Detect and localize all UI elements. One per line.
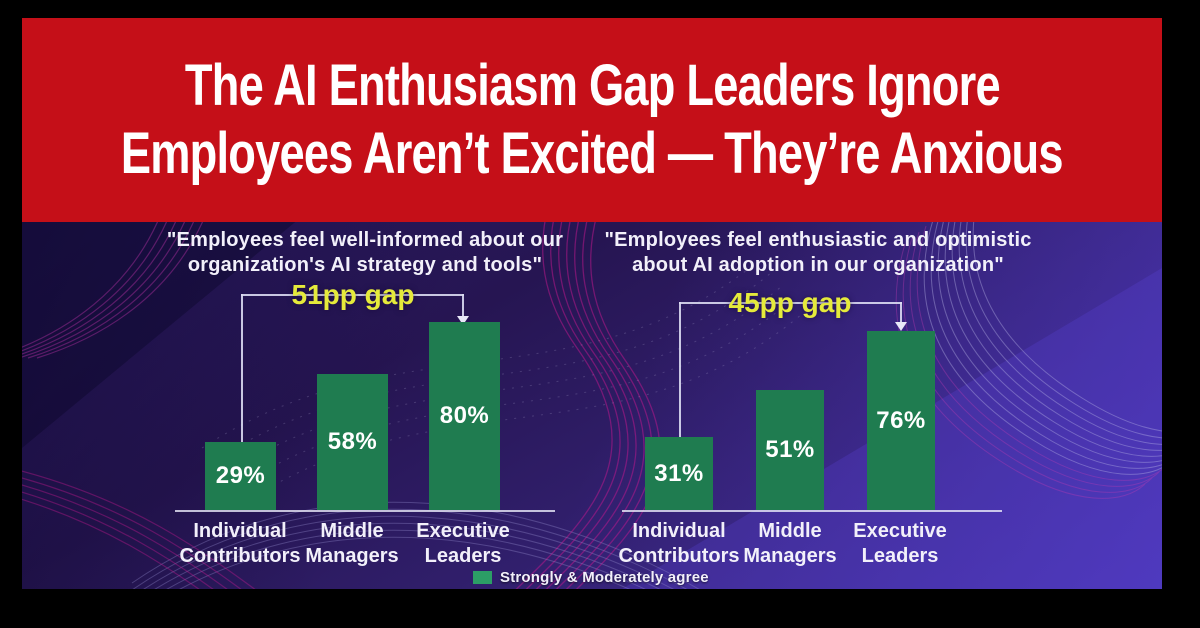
right-gap-arrow-icon [895, 322, 907, 331]
category-line: Individual [632, 520, 726, 542]
left-chart-baseline [175, 510, 555, 512]
right-chart-title: "Employees feel enthusiastic and optimis… [588, 228, 1048, 278]
left-category-individual-contributors: Individual Contributors [165, 519, 315, 569]
category-line: Middle [320, 520, 384, 542]
bar: 29% [205, 442, 276, 510]
right-bar-chart: 31% 51% 76% [645, 331, 935, 510]
category-line: Leaders [424, 545, 502, 567]
headline-banner: The AI Enthusiasm Gap Leaders Ignore Emp… [22, 18, 1162, 222]
left-bar-chart: 29% 58% 80% [205, 322, 500, 510]
left-gap-bracket-horizontal [241, 294, 464, 296]
right-chart-title-line-2: about AI adoption in our organization" [632, 254, 1004, 276]
legend-label: Strongly & Moderately agree [500, 569, 709, 586]
left-gap-bracket-left-vertical [241, 294, 243, 442]
left-gap-arrow-icon [457, 316, 469, 325]
bar: 58% [317, 374, 388, 510]
bar-value-label: 29% [215, 462, 266, 489]
right-gap-bracket-horizontal [679, 302, 902, 304]
left-category-executive-leaders: Executive Leaders [388, 519, 538, 569]
bar: 51% [756, 390, 824, 510]
bar-value-label: 80% [439, 402, 490, 429]
legend: Strongly & Moderately agree [473, 569, 709, 586]
category-line: Leaders [861, 545, 939, 567]
left-category-middle-managers: Middle Managers [277, 519, 427, 569]
left-chart-title: "Employees feel well-informed about our … [135, 228, 595, 278]
category-line: Contributors [618, 545, 740, 567]
category-line: Middle [758, 520, 822, 542]
right-category-individual-contributors: Individual Contributors [604, 519, 754, 569]
bar: 76% [867, 331, 935, 510]
headline-line-2: Employees Aren’t Excited — They’re Anxio… [121, 121, 1064, 186]
bar-value-label: 51% [765, 436, 815, 463]
bar: 31% [645, 437, 713, 510]
bar-value-label: 31% [654, 459, 704, 487]
left-chart-title-line-1: "Employees feel well-informed about our [166, 229, 564, 251]
bar: 80% [429, 322, 500, 510]
right-chart-title-line-1: "Employees feel enthusiastic and optimis… [604, 229, 1032, 251]
right-chart-baseline [622, 510, 1002, 512]
category-line: Executive [853, 520, 947, 542]
legend-swatch-icon [473, 571, 492, 584]
category-line: Executive [416, 520, 510, 542]
left-gap-annotation: 51pp gap [291, 279, 415, 310]
category-line: Managers [743, 545, 837, 567]
category-line: Contributors [179, 545, 301, 567]
headline-line-1: The AI Enthusiasm Gap Leaders Ignore [184, 53, 1001, 118]
left-chart-title-line-2: organization's AI strategy and tools" [187, 254, 543, 276]
category-line: Managers [305, 545, 399, 567]
right-gap-bracket-left-vertical [679, 302, 681, 437]
left-gap-bracket-right-vertical [462, 294, 464, 318]
content-frame: The AI Enthusiasm Gap Leaders Ignore Emp… [22, 18, 1162, 589]
right-gap-bracket-right-vertical [900, 302, 902, 324]
right-gap-annotation: 45pp gap [728, 287, 852, 318]
right-category-executive-leaders: Executive Leaders [825, 519, 975, 569]
category-line: Individual [193, 520, 287, 542]
bar-value-label: 76% [876, 406, 926, 434]
bar-value-label: 58% [327, 428, 378, 455]
right-category-middle-managers: Middle Managers [715, 519, 865, 569]
